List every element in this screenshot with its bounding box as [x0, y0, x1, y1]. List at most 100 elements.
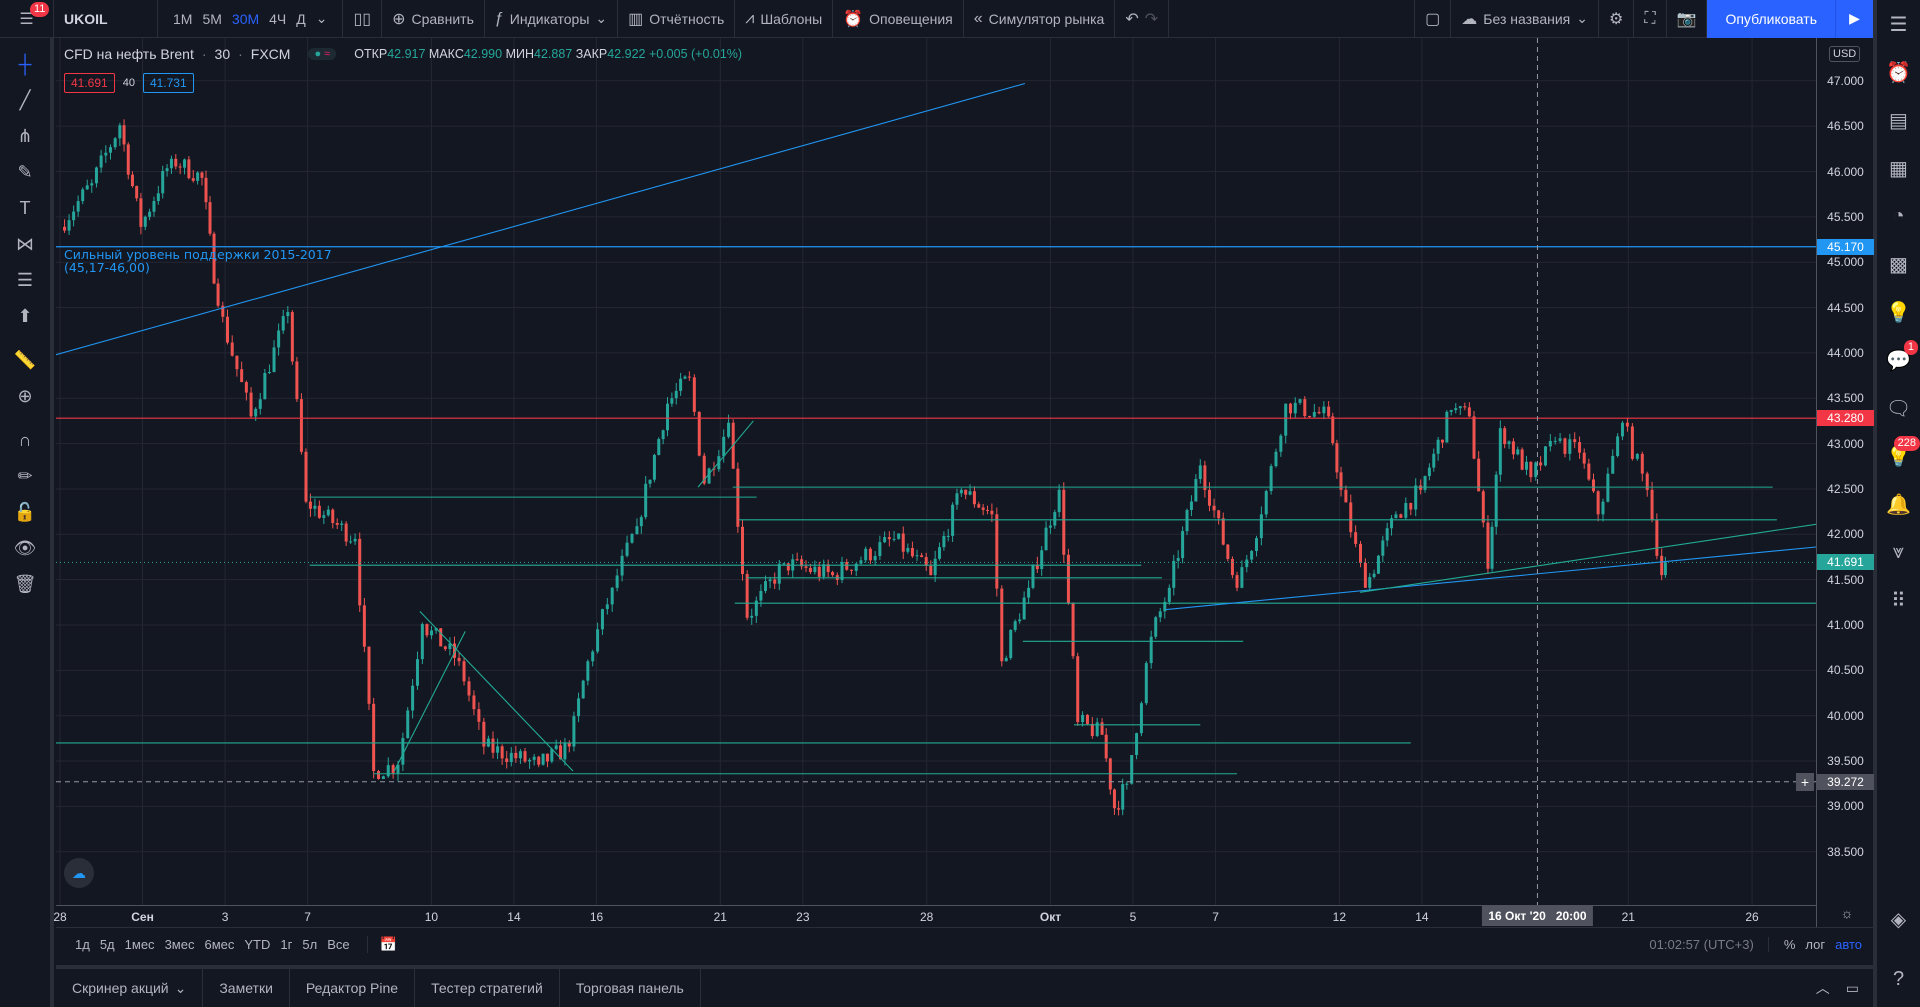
candle-body	[156, 193, 160, 202]
play-icon[interactable]: ▶	[1835, 0, 1873, 38]
publish-button[interactable]: Опубликовать	[1707, 0, 1835, 38]
hotlist-icon[interactable]: ◔	[1892, 204, 1905, 227]
data-window-icon[interactable]: ▦	[1889, 157, 1908, 180]
clock[interactable]: 01:02:57 (UTC+3)	[1649, 937, 1769, 952]
redo-icon[interactable]: ↷	[1144, 10, 1159, 28]
tradingview-logo-icon[interactable]: ☁	[64, 858, 94, 888]
prediction-icon[interactable]: ☰	[16, 269, 34, 290]
lock-icon[interactable]: 🔓	[13, 501, 37, 522]
time-axis[interactable]: 28 Сен 3 7 10 14 16 21 23 28 Окт 5 7 12 14 21 26 16 Окт '…	[53, 905, 1816, 927]
arrow-up-icon[interactable]: ⬆	[17, 305, 33, 326]
crosshair-icon[interactable]: ┼	[18, 53, 32, 74]
trash-icon[interactable]: 🗑	[13, 573, 37, 594]
timeframe-d[interactable]: Д	[296, 10, 306, 27]
text-icon[interactable]: T	[19, 197, 31, 218]
watchlist-icon[interactable]: ☰	[1889, 13, 1908, 36]
symbol-title[interactable]: CFD на нефть Brent	[64, 46, 194, 62]
candle-body	[1486, 522, 1490, 569]
zoom-in-icon[interactable]: ⊕	[17, 385, 33, 406]
range-8[interactable]: Все	[327, 937, 350, 952]
tab-strategy-tester[interactable]: Тестер стратегий	[415, 969, 560, 1007]
undo-icon[interactable]: ↶	[1125, 10, 1139, 28]
trendline-icon[interactable]: ╱	[19, 89, 31, 110]
range-2[interactable]: 1мес	[124, 937, 155, 952]
eye-icon[interactable]: 👁	[13, 537, 37, 558]
range-1[interactable]: 5д	[99, 937, 115, 952]
add-alert-plus-icon[interactable]: +	[1796, 772, 1814, 791]
dom-icon[interactable]: ⠿	[1891, 589, 1906, 612]
tab-notes[interactable]: Заметки	[203, 969, 290, 1007]
range-6[interactable]: 1г	[280, 937, 293, 952]
tab-pine-editor[interactable]: Редактор Pine	[290, 969, 416, 1007]
tab-trading-panel[interactable]: Торговая панель	[560, 969, 701, 1007]
auto-toggle[interactable]: авто	[1835, 937, 1862, 952]
snapshot-button[interactable]: 📷	[1667, 0, 1708, 38]
buy-price[interactable]: 41.731	[142, 73, 194, 93]
level-price-label: 45.170	[1817, 238, 1874, 255]
streams-badge: 228	[1893, 436, 1920, 451]
market-status-badge[interactable]: ● ≈	[308, 48, 337, 60]
timeframe-1m[interactable]: 1М	[173, 10, 193, 27]
sun-icon[interactable]: ☼	[1840, 905, 1854, 921]
financials-button[interactable]: ▥ Отчётность	[618, 0, 736, 38]
chevron-down-icon[interactable]: ⌄	[315, 10, 328, 26]
tab-stock-screener[interactable]: Скринер акций ⌄	[56, 969, 204, 1007]
symbol-search[interactable]: UKOIL	[54, 0, 158, 38]
range-4[interactable]: 6мес	[204, 937, 235, 952]
lock-drawing-icon[interactable]: ✏	[17, 465, 33, 486]
layers-icon[interactable]: ◈	[1890, 908, 1907, 931]
candle-body	[1085, 714, 1089, 724]
maximize-panel-icon[interactable]: ▭	[1845, 979, 1859, 996]
ideas-icon[interactable]: 💡	[1886, 301, 1911, 324]
indicators-button[interactable]: ƒ Индикаторы ⌄	[485, 0, 619, 38]
goto-date-icon[interactable]: 📅	[366, 936, 397, 953]
pattern-icon[interactable]: ⋈	[16, 233, 34, 254]
templates-button[interactable]: ⩘ Шаблоны	[735, 0, 834, 38]
alerts-button[interactable]: ⏰ Оповещения	[833, 0, 964, 38]
ruler-icon[interactable]: 📏	[13, 349, 37, 370]
chevrons-icon[interactable]: ⩔	[1892, 540, 1905, 563]
layout-name-button[interactable]: ☁ Без названия ⌄	[1451, 0, 1599, 38]
magnet-icon[interactable]: ∩	[18, 429, 32, 450]
chart-type-button[interactable]: ▯▯	[343, 0, 383, 38]
templates-label: Шаблоны	[760, 10, 823, 27]
alarm-clock-icon[interactable]: ⏰	[1886, 61, 1911, 84]
fullscreen-button[interactable]: ⛶	[1634, 0, 1667, 38]
candle-body	[1040, 550, 1044, 570]
range-0[interactable]: 1д	[75, 937, 90, 952]
help-icon[interactable]: ?	[1892, 967, 1905, 990]
messages-icon[interactable]: 🗨	[1885, 397, 1912, 420]
range-5[interactable]: YTD	[244, 937, 271, 952]
log-toggle[interactable]: лог	[1805, 937, 1826, 952]
bell-icon[interactable]: 🔔	[1886, 493, 1911, 516]
timeframe-30m[interactable]: 30М	[231, 10, 260, 27]
pitchfork-icon[interactable]: ⋔	[17, 125, 33, 146]
settings-button[interactable]: ⚙	[1599, 0, 1635, 38]
candle-body	[1066, 554, 1070, 604]
candle-body	[1139, 703, 1143, 734]
timeframe-5m[interactable]: 5М	[202, 10, 222, 27]
calendar-icon[interactable]: ▩	[1889, 253, 1908, 276]
main-menu-button[interactable]: ☰ 11	[0, 0, 54, 38]
candle-body	[1458, 406, 1462, 409]
range-7[interactable]: 5л	[302, 937, 318, 952]
layout-select-button[interactable]: ▢	[1414, 0, 1452, 38]
streams-icon[interactable]: 💡 228	[1877, 432, 1920, 480]
price-axis[interactable]: USD 47.000 46.500 46.000 45.500 45.000 44.500…	[1816, 38, 1874, 927]
candle-body	[897, 533, 901, 539]
chart-plot-area[interactable]	[56, 38, 1816, 905]
brush-icon[interactable]: ✎	[17, 161, 33, 182]
compare-button[interactable]: ⊕ Сравнить	[382, 0, 485, 38]
sell-price[interactable]: 41.691	[64, 73, 115, 93]
support-level-annotation[interactable]: Сильный уровень поддержки 2015-2017 (45,…	[64, 248, 332, 274]
replay-button[interactable]: « Симулятор рынка	[964, 0, 1116, 38]
candle-body	[697, 411, 701, 456]
range-3[interactable]: 3мес	[164, 937, 195, 952]
currency-label[interactable]: USD	[1829, 46, 1861, 62]
news-icon[interactable]: ▤	[1889, 109, 1908, 132]
percent-toggle[interactable]: %	[1783, 937, 1796, 952]
timeframe-4h[interactable]: 4Ч	[269, 10, 287, 27]
candle-body	[1463, 406, 1467, 408]
chevron-up-icon[interactable]: ︿	[1815, 980, 1830, 996]
chat-icon[interactable]: 💬 1	[1877, 336, 1920, 384]
